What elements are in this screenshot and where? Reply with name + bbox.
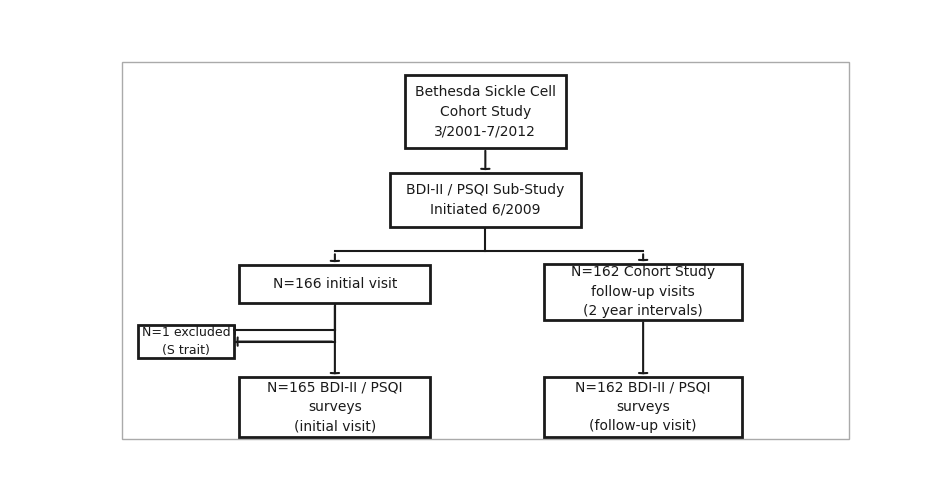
Bar <box>138 325 234 358</box>
Bar <box>240 265 430 303</box>
Bar <box>544 264 742 320</box>
Bar <box>544 377 742 437</box>
Bar <box>240 377 430 437</box>
Text: Bethesda Sickle Cell
Cohort Study
3/2001-7/2012: Bethesda Sickle Cell Cohort Study 3/2001… <box>415 85 556 138</box>
Text: BDI-II / PSQI Sub-Study
Initiated 6/2009: BDI-II / PSQI Sub-Study Initiated 6/2009 <box>406 183 564 217</box>
Bar <box>390 173 581 227</box>
Text: N=165 BDI-II / PSQI
surveys
(initial visit): N=165 BDI-II / PSQI surveys (initial vis… <box>267 380 402 433</box>
Text: N=1 excluded
(S trait): N=1 excluded (S trait) <box>142 326 230 357</box>
Text: N=166 initial visit: N=166 initial visit <box>273 277 397 291</box>
Bar <box>404 75 566 148</box>
Text: N=162 Cohort Study
follow-up visits
(2 year intervals): N=162 Cohort Study follow-up visits (2 y… <box>571 265 715 318</box>
Text: N=162 BDI-II / PSQI
surveys
(follow-up visit): N=162 BDI-II / PSQI surveys (follow-up v… <box>576 380 711 433</box>
